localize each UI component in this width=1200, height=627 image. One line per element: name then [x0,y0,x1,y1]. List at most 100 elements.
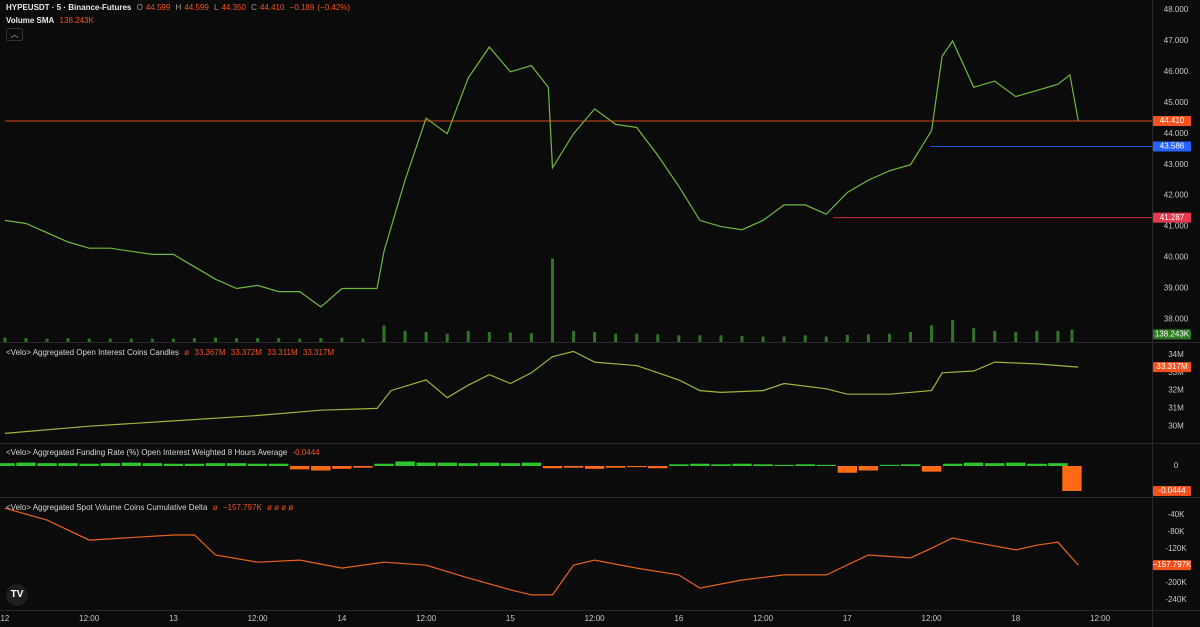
volume-bar [740,335,744,342]
y-tick-label: 43.000 [1164,160,1189,169]
y-tick-label: 44.000 [1164,129,1189,138]
oi-legend: <Velo> Aggregated Open Interest Coins Ca… [6,348,337,357]
volume-bar [24,338,28,342]
y-tick-label: 33M [1168,368,1184,377]
bar [627,465,647,468]
volume-bar [1035,330,1039,342]
y-tick-label: 32M [1168,386,1184,395]
bar [290,465,310,470]
volume-bar [656,334,660,342]
legend-value: 33.317M [302,348,335,357]
volume-bar [614,333,618,342]
x-tick-label: 12 [0,614,9,623]
bar [900,464,921,466]
y-tick-label: 48.000 [1164,5,1189,14]
volume-bar [761,336,765,342]
cvd-legend: <Velo> Aggregated Spot Volume Coins Cumu… [6,503,296,512]
price-line-box [1153,212,1191,223]
volume-bar [87,338,91,342]
volume-bar [1070,329,1074,342]
price-line-box [1153,116,1191,127]
legend-value: −157.797K [222,503,262,512]
tradingview-logo[interactable]: TV [6,584,28,606]
volume-bar [1014,332,1018,342]
bar [163,463,184,466]
volume-bar [719,335,723,342]
bar [711,464,731,466]
volume-bar [277,338,281,342]
ohlc-value: 44.350 [221,3,246,12]
x-tick-label: 12:00 [416,614,437,623]
x-tick-label: 12:00 [922,614,943,623]
volume-bar [340,337,344,342]
y-tick-label: 42.000 [1164,191,1189,200]
bar [416,462,436,466]
volume-bar [235,338,239,342]
volume-bar [424,332,428,342]
indicator-symbol: ø [184,348,190,357]
ohlc-name: H [175,3,182,12]
y-tick-label: -40K [1168,510,1186,519]
x-tick-label: 18 [1011,614,1020,623]
bar [648,465,668,469]
last-value-box [1153,362,1191,373]
ohlc-name: C [251,3,257,12]
volume-bar [171,338,175,342]
volume-bar [782,336,786,342]
bar [353,465,373,468]
symbol-legend: HYPEUSDT · 5 · Binance-Futures O 44.599 H… [6,3,353,12]
bar [269,463,289,466]
y-tick-label: -80K [1168,527,1186,536]
ohlc-name: L [214,3,219,12]
series-line [4,507,1079,596]
bar [942,463,963,466]
bar [100,463,120,466]
y-tick-label: 46.000 [1164,67,1189,76]
bar [184,463,205,466]
bar [584,465,605,469]
last-value-box [1153,486,1191,497]
last-value-label: -0.0444 [1158,486,1186,495]
bar [500,463,521,466]
change-pct: (−0.42%) [317,3,351,12]
legend-value: 33.372M [230,348,262,357]
bar [837,465,858,473]
price-line-box [1153,141,1191,152]
price-line-label: 44.410 [1160,116,1185,125]
bar [16,462,36,466]
x-tick-label: 12:00 [79,614,100,623]
bar [921,465,942,472]
series-line [4,39,1079,308]
bar [879,464,900,466]
collapse-button[interactable]: ︿ [6,28,23,41]
indicator-title: <Velo> Aggregated Funding Rate (%) Open … [6,448,288,457]
x-tick-label: 12:00 [248,614,269,623]
y-tick-label: 38.000 [1164,315,1189,324]
change: −0.189 [289,3,315,12]
bar [964,462,984,466]
volume-bar [866,334,870,342]
volume-bar [951,319,955,342]
bar [58,463,78,466]
x-tick-label: 12:00 [585,614,606,623]
volume-bar [45,338,49,342]
volume-bar [3,337,7,342]
volume-bar [487,332,491,342]
bar [205,463,226,466]
y-tick-label: 34M [1168,350,1184,359]
bar [311,465,331,471]
y-tick-label: 45.000 [1164,98,1189,107]
indicator-symbol: ø [212,503,218,512]
bar [479,462,499,466]
volume-bar [550,258,554,342]
bar [458,463,478,466]
bar [542,465,563,469]
x-tick-label: 12:00 [753,614,774,623]
volume-bar [824,336,828,342]
last-value-label: 33.317M [1156,362,1187,371]
bar [732,463,752,466]
x-tick-label: 17 [843,614,852,623]
last-value-label: −157.797K [1153,560,1193,569]
volume-sma-box [1153,329,1191,340]
